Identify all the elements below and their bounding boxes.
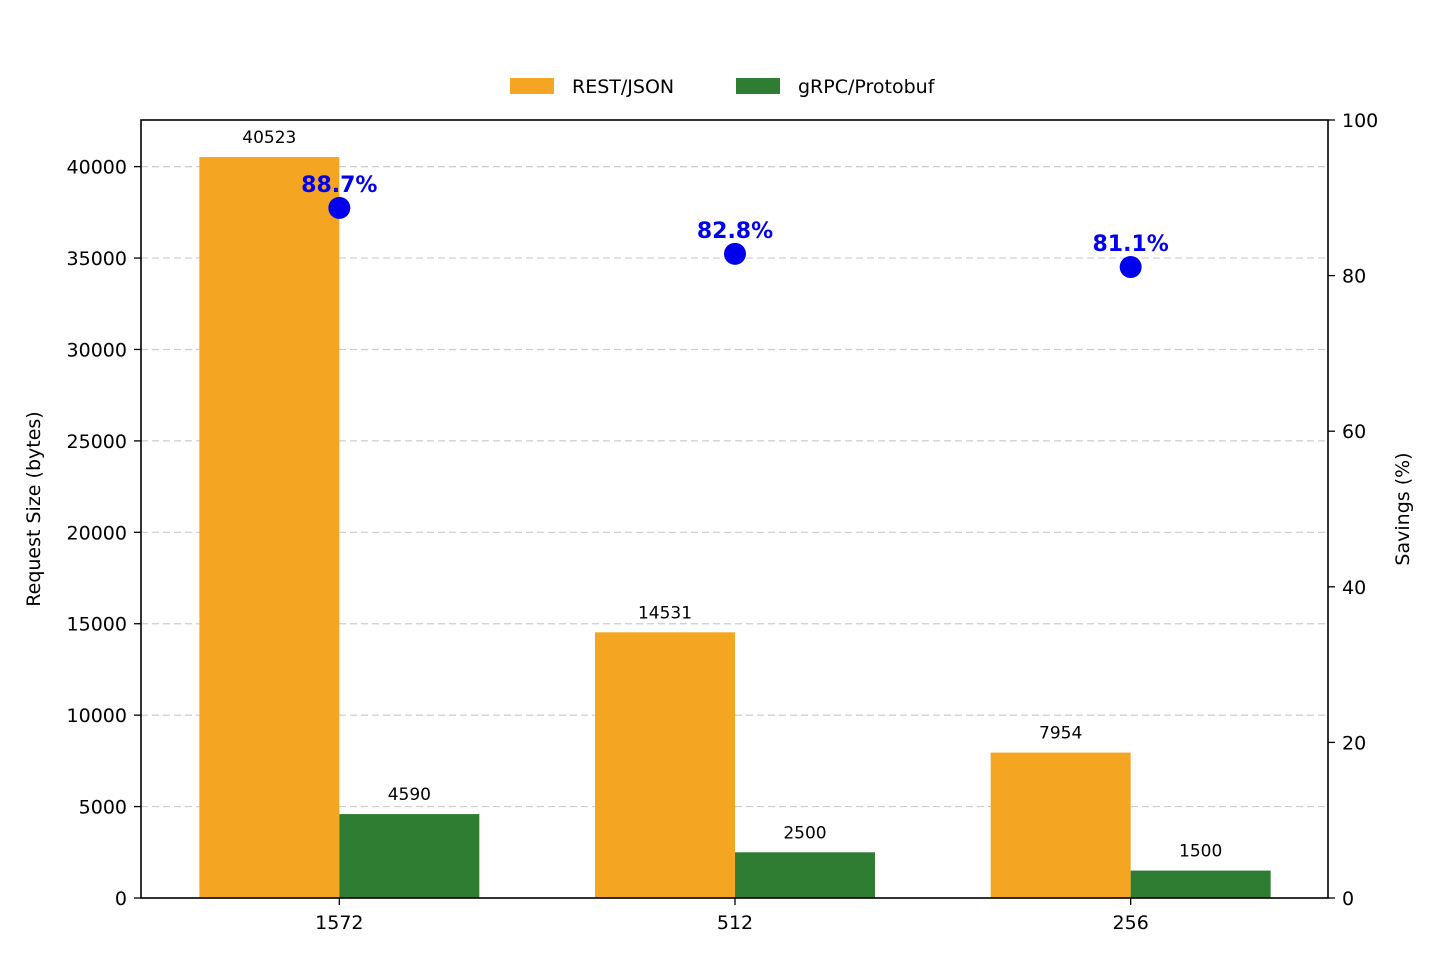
savings-point [1119, 256, 1142, 279]
legend-swatch-grpc-protobuf [736, 78, 780, 94]
labels-layer: 40523 4590 14531 2500 7954 1500 [242, 128, 1222, 862]
ticks-layer: 0500010000150002000025000300003500040000… [67, 110, 1379, 934]
y-tick-label: 35000 [67, 248, 127, 270]
savings-label: 82.8% [697, 219, 773, 244]
y-tick-label: 30000 [67, 339, 127, 361]
bar-value-label: 14531 [638, 603, 692, 623]
x-tick-label: 1572 [315, 912, 363, 934]
bar-grpc-protobuf [735, 852, 875, 898]
y-tick-label: 25000 [67, 431, 127, 453]
y-right-tick-label: 40 [1342, 577, 1366, 599]
y-right-tick-label: 20 [1342, 732, 1366, 754]
y-tick-label: 15000 [67, 614, 127, 636]
y-right-tick-label: 100 [1342, 110, 1378, 132]
savings-label: 88.7% [301, 173, 377, 198]
x-tick-label: 256 [1113, 912, 1149, 934]
legend-label-grpc-protobuf: gRPC/Protobuf [798, 76, 936, 98]
bar-rest-json [199, 157, 340, 898]
y-tick-label: 0 [115, 888, 127, 910]
y-right-tick-label: 60 [1342, 421, 1366, 443]
legend-swatch-rest-json [510, 78, 554, 94]
savings-label: 81.1% [1093, 232, 1169, 257]
y-axis-title: Request Size (bytes) [23, 411, 45, 606]
bar-value-label: 1500 [1179, 842, 1222, 862]
bar-value-label: 40523 [242, 128, 296, 148]
y-right-tick-label: 0 [1342, 888, 1354, 910]
savings-point [724, 242, 746, 265]
y-right-tick-label: 80 [1342, 266, 1366, 288]
bar-grpc-protobuf [1130, 870, 1271, 898]
y-tick-label: 5000 [79, 797, 127, 819]
savings-point [328, 196, 351, 219]
bar-value-label: 2500 [783, 823, 826, 843]
bar-value-label: 4590 [388, 785, 431, 805]
bar-rest-json [990, 752, 1131, 898]
legend: REST/JSON gRPC/Protobuf [510, 76, 936, 98]
legend-label-rest-json: REST/JSON [572, 76, 674, 98]
savings-layer: 88.7% 82.8% 81.1% [301, 173, 1169, 279]
bar-rest-json [595, 632, 735, 898]
bar-value-label: 7954 [1039, 724, 1082, 744]
x-tick-label: 512 [717, 912, 753, 934]
bar-grpc-protobuf [339, 814, 480, 898]
y-tick-label: 20000 [67, 522, 127, 544]
y-tick-label: 40000 [67, 157, 127, 179]
y-axis-right-title: Savings (%) [1392, 452, 1414, 565]
bars-layer [199, 157, 1271, 898]
y-tick-label: 10000 [67, 705, 127, 727]
